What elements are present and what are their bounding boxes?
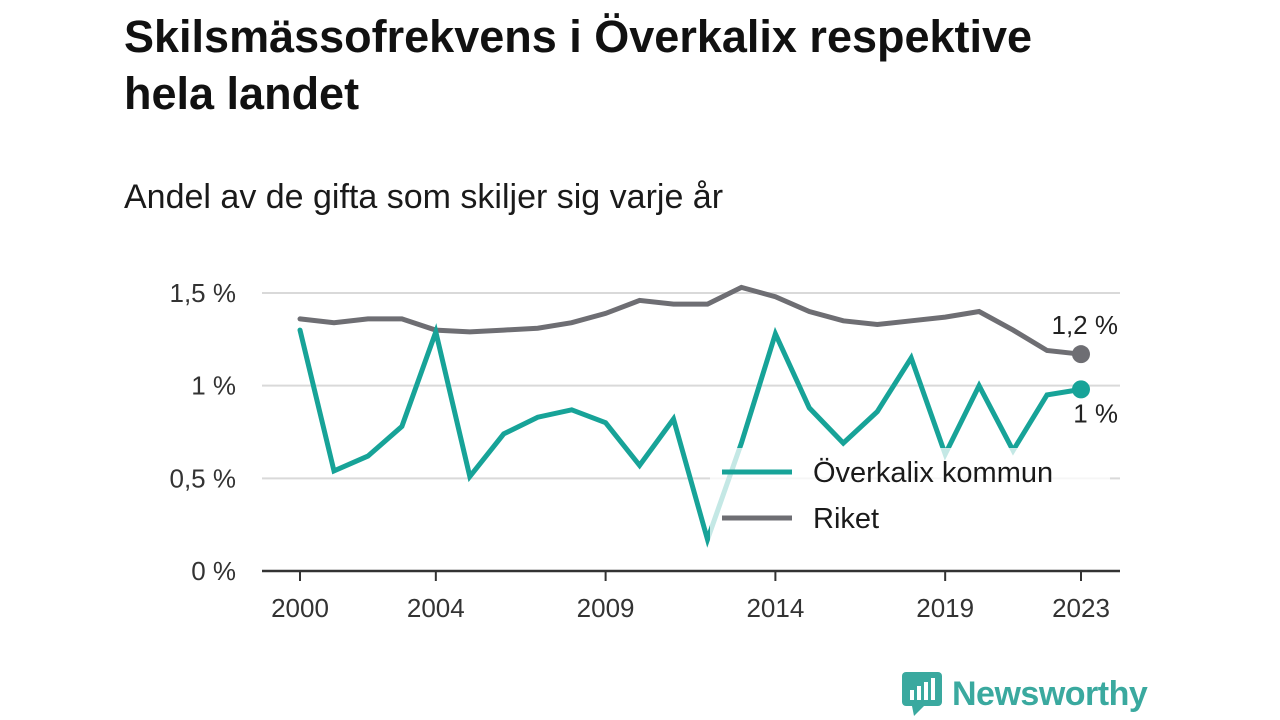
newsworthy-logo: Newsworthy: [902, 672, 1148, 716]
legend-label: Riket: [813, 503, 879, 535]
x-axis: 2000 2004 2009 2014 2019 2023: [262, 569, 1120, 623]
x-tick-label: 2019: [916, 593, 974, 623]
legend-label: Överkalix kommun: [813, 457, 1053, 489]
y-tick-label: 1,5 %: [170, 278, 237, 308]
y-tick-label: 0,5 %: [170, 463, 237, 493]
series-line-riket: [297, 284, 1084, 357]
legend-background: [710, 448, 1110, 540]
end-label-riket: 1,2 %: [1052, 310, 1119, 340]
end-label-overkalix: 1 %: [1073, 398, 1118, 428]
end-point-riket: [1072, 345, 1090, 364]
chart-title: Skilsmässofrekvens i Överkalix respektiv…: [124, 11, 1033, 119]
series-line-overkalix: [297, 323, 1084, 548]
x-tick-label: 2000: [271, 593, 329, 623]
x-tick-label: 2023: [1052, 593, 1110, 623]
x-tick-label: 2004: [407, 593, 465, 623]
series-lines: [297, 284, 1084, 548]
end-point-overkalix: [1072, 380, 1090, 399]
end-labels: 1,2 % 1 %: [1052, 310, 1119, 428]
legend-item-overkalix: Överkalix kommun: [722, 457, 1053, 489]
y-tick-label: 1 %: [191, 371, 236, 401]
y-axis: 0 % 0,5 % 1 % 1,5 %: [170, 278, 237, 586]
x-tick-label: 2009: [577, 593, 635, 623]
legend: Överkalix kommun Riket: [710, 448, 1110, 540]
legend-item-riket: Riket: [722, 503, 879, 535]
y-tick-label: 0 %: [191, 556, 236, 586]
brand-name: Newsworthy: [952, 674, 1148, 713]
newsworthy-bar-chart-icon: [902, 672, 942, 716]
x-tick-label: 2014: [746, 593, 804, 623]
chart-subtitle: Andel av de gifta som skiljer sig varje …: [124, 178, 724, 216]
